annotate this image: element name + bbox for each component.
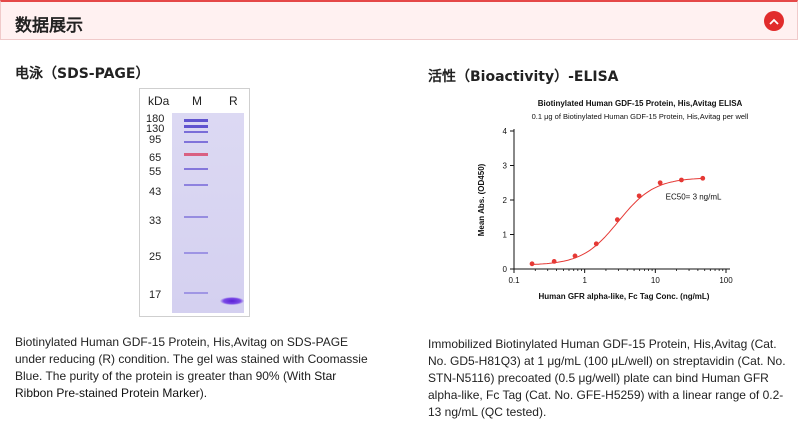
marker-label: 55 [149, 166, 162, 178]
section-title: 数据展示 [15, 16, 83, 36]
gel-image: kDa M R 180 130 95 65 55 43 33 25 17 [139, 88, 250, 317]
x-axis-label: Human GFR alpha-like, Fc Tag Conc. (ng/m… [539, 292, 710, 301]
y-tick-label: 0 [503, 265, 508, 274]
y-tick-label: 4 [503, 127, 508, 136]
marker-label: 33 [149, 215, 162, 227]
data-point [700, 175, 706, 181]
y-tick-label: 3 [503, 162, 508, 171]
data-point [614, 217, 620, 223]
kda-label: kDa [148, 94, 170, 108]
marker-label: 130 [146, 123, 165, 135]
collapse-button[interactable] [764, 11, 784, 31]
section-header: 数据展示 [0, 0, 798, 40]
sds-caption-text: Biotinylated Human GDF-15 Protein, His,A… [15, 335, 368, 383]
lane-r-label: R [229, 94, 238, 108]
data-point [551, 259, 557, 264]
marker-label: 43 [149, 186, 162, 198]
marker-label: 17 [149, 289, 162, 301]
data-point [679, 177, 684, 183]
marker-label: 180 [146, 113, 165, 125]
marker-label: 65 [149, 152, 162, 164]
x-tick-label: 10 [651, 276, 660, 285]
y-tick-label: 2 [503, 196, 508, 205]
y-axis-label: Mean Abs. (OD450) [477, 163, 486, 236]
x-tick-label: 1 [582, 276, 587, 285]
chart-subtitle: 0.1 μg of Biotinylated Human GDF-15 Prot… [532, 112, 749, 121]
sds-page-caption: Biotinylated Human GDF-15 Protein, His,A… [15, 334, 375, 402]
chevron-up-icon [769, 18, 779, 25]
star-ribbon-marker-link[interactable]: Star Ribbon Pre-stained Protein Marker [15, 369, 337, 400]
chart-title: Biotinylated Human GDF-15 Protein, His,A… [538, 99, 743, 108]
x-tick-label: 0.1 [508, 276, 520, 285]
ec50-annotation: EC50= 3 ng/mL [666, 193, 722, 202]
data-point [593, 241, 599, 247]
lane-m-label: M [192, 94, 202, 108]
data-point [636, 193, 642, 199]
sds-caption-end: ). [199, 386, 208, 400]
fit-curve [531, 177, 703, 265]
elisa-title: 活性（Bioactivity）-ELISA [428, 69, 619, 85]
elisa-caption: Immobilized Biotinylated Human GDF-15 Pr… [428, 337, 786, 419]
marker-label: 95 [149, 134, 162, 146]
x-tick-label: 100 [719, 276, 733, 285]
y-tick-label: 1 [503, 231, 508, 240]
marker-label: 25 [149, 251, 162, 263]
data-point [529, 261, 535, 267]
sds-page-title: 电泳（SDS-PAGE） [15, 66, 150, 82]
elisa-chart: Biotinylated Human GDF-15 Protein, His,A… [470, 95, 780, 310]
data-point [572, 253, 578, 259]
data-point [657, 180, 663, 186]
